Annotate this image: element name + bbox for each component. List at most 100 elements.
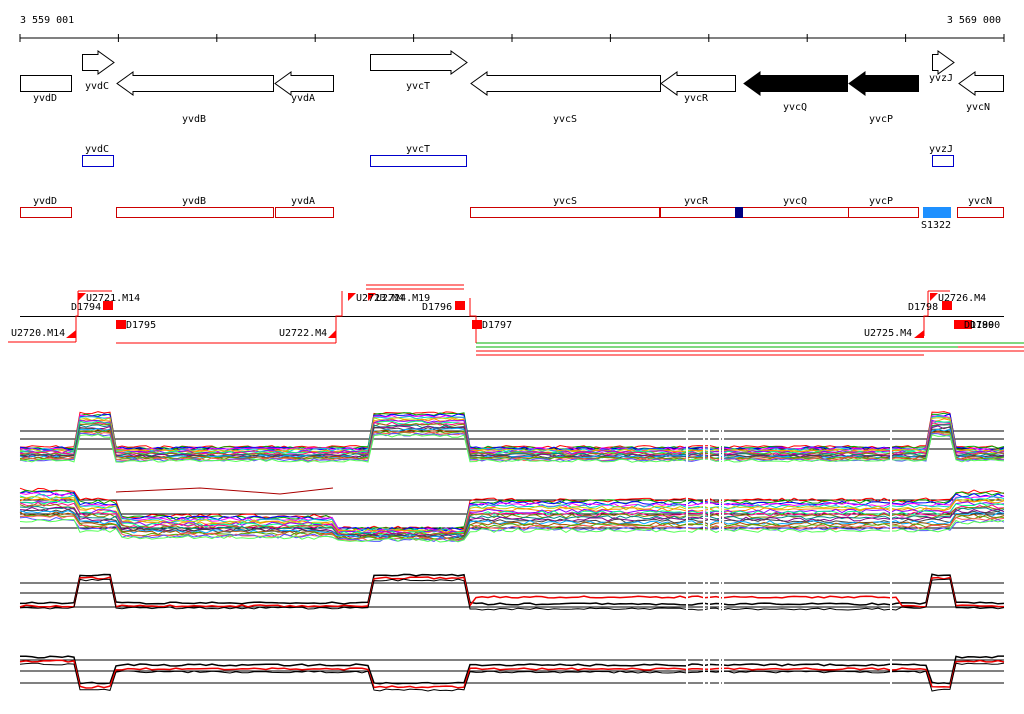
terminator-marker-D1798[interactable] — [942, 301, 952, 310]
regulatory-label-U2721: U2721.M14 — [86, 293, 140, 304]
gene-label-yvcP: yvcP — [869, 114, 893, 125]
data-gap — [719, 645, 721, 709]
red-feature-yvcS[interactable] — [470, 207, 660, 218]
gene-label-yvcN: yvcN — [966, 102, 990, 113]
promoter-marker-U2722[interactable] — [328, 330, 336, 338]
expression-trace — [19, 516, 1005, 543]
red-feature-yvcP[interactable] — [848, 207, 919, 218]
expression-trace — [19, 492, 1005, 533]
blue-feature-yvdC[interactable] — [82, 155, 114, 167]
gene-label-yvcQ: yvcQ — [783, 102, 807, 113]
regulatory-label-D1799: D1799 — [964, 320, 994, 331]
terminator-marker-D1795[interactable] — [116, 320, 126, 329]
end-coordinate: 3 569 000 — [947, 15, 1001, 26]
expression-trace — [20, 655, 1004, 685]
expression-trace — [19, 573, 1005, 606]
promoter-marker-U2723[interactable] — [348, 293, 356, 301]
regulatory-label-D1794: D1794 — [71, 302, 101, 313]
data-gap — [722, 485, 724, 549]
special-feature-block[interactable] — [923, 207, 951, 218]
expression-trace — [19, 419, 1005, 455]
blue-feature-label-yvzJ: yvzJ — [929, 144, 953, 155]
navy-marker[interactable] — [735, 207, 743, 218]
gene-label-yvcS: yvcS — [553, 114, 577, 125]
red-feature-yvcN[interactable] — [957, 207, 1004, 218]
promoter-marker-U2725[interactable] — [914, 330, 924, 338]
gene-arrow-yvcP[interactable] — [848, 71, 919, 96]
data-gap — [686, 565, 688, 629]
gene-arrow-yvdA[interactable] — [274, 71, 334, 96]
regulatory-label-D1795: D1795 — [126, 320, 156, 331]
red-feature-label-yvcR: yvcR — [684, 196, 709, 207]
expression-panel — [19, 645, 1005, 709]
red-feature-track: yvdD yvdB yvdA yvcS yvcR yvcQ yvcP yvcN … — [20, 196, 1004, 231]
terminator-marker-D1797[interactable] — [472, 320, 482, 329]
expression-panel — [19, 565, 1005, 629]
data-gap — [703, 565, 705, 629]
data-gap — [890, 485, 892, 549]
gene-label-yvdC: yvdC — [85, 81, 109, 92]
regulatory-label-D1796: D1796 — [422, 302, 452, 313]
red-feature-yvcQ[interactable] — [735, 207, 849, 218]
gene-arrow-yvzJ[interactable] — [932, 50, 955, 75]
gene-arrow-yvdC[interactable] — [82, 50, 115, 75]
gene-label-yvcR: yvcR — [684, 93, 709, 104]
regulatory-label-D1797: D1797 — [482, 320, 512, 331]
gene-arrow-yvdB[interactable] — [116, 71, 274, 96]
expression-trace — [115, 487, 334, 495]
data-gap — [686, 485, 688, 549]
regulatory-label-U2725: U2725.M4 — [864, 328, 912, 339]
blue-feature-label-yvcT: yvcT — [406, 144, 430, 155]
terminator-marker-D1799[interactable] — [954, 320, 964, 329]
gene-label-yvdA: yvdA — [291, 93, 315, 104]
regulatory-label-U2722: U2722.M4 — [279, 328, 327, 339]
gene-arrow-yvcN[interactable] — [958, 71, 1004, 96]
gene-arrow-yvdD[interactable] — [20, 75, 72, 92]
coordinate-ruler: 3 559 001 3 569 000 — [19, 15, 1005, 42]
regulatory-label-U2724: U2724.M19 — [376, 293, 430, 304]
expression-trace — [19, 659, 1005, 689]
blue-feature-yvzJ[interactable] — [932, 155, 954, 167]
data-gap — [722, 565, 724, 629]
promoter-marker-U2726[interactable] — [930, 293, 938, 301]
regulatory-label-D1800: D1800 — [970, 320, 1000, 331]
red-feature-label-yvcS: yvcS — [553, 196, 577, 207]
gene-arrow-yvcR[interactable] — [660, 71, 736, 96]
expression-trace — [19, 508, 1005, 539]
expression-trace — [19, 487, 1005, 531]
expression-trace — [19, 413, 1005, 451]
start-coordinate: 3 559 001 — [20, 15, 74, 26]
expression-trace — [19, 433, 1005, 463]
data-gap — [890, 645, 892, 709]
gene-arrow-yvcS[interactable] — [470, 71, 661, 96]
promoter-marker-U2724[interactable] — [368, 293, 376, 301]
terminator-marker-D1800[interactable] — [962, 320, 972, 329]
expression-trace — [19, 576, 1005, 608]
red-feature-label-yvdD: yvdD — [33, 196, 57, 207]
gene-arrow-yvcQ[interactable] — [743, 71, 848, 96]
expression-trace — [19, 411, 1005, 450]
regulatory-label-D1798: D1798 — [908, 302, 938, 313]
terminator-marker-D1794[interactable] — [103, 301, 113, 310]
data-gap — [708, 405, 710, 469]
blue-feature-yvcT[interactable] — [370, 155, 467, 167]
gene-label-yvdB: yvdB — [182, 114, 206, 125]
blue-feature-label-yvdC: yvdC — [85, 144, 109, 155]
red-feature-yvdA[interactable] — [275, 207, 334, 218]
gene-arrow-yvcT[interactable] — [370, 50, 468, 75]
gene-annotation-track: yvdD yvdC yvdB yvdA yvcT yvcS yvcR yvcQ … — [20, 50, 1004, 125]
terminator-marker-D1796[interactable] — [455, 301, 465, 310]
data-gap — [708, 485, 710, 549]
promoter-marker-U2720[interactable] — [66, 330, 76, 338]
red-feature-yvcR[interactable] — [660, 207, 736, 218]
promoter-marker-U2721[interactable] — [78, 293, 86, 301]
red-feature-yvdD[interactable] — [20, 207, 72, 218]
data-gap — [719, 485, 721, 549]
gene-label-yvdD: yvdD — [33, 93, 57, 104]
regulatory-label-U2726: U2726.M4 — [938, 293, 986, 304]
expression-panel — [19, 485, 1005, 549]
expression-panel — [19, 405, 1005, 469]
red-feature-yvdB[interactable] — [116, 207, 274, 218]
red-feature-label-yvcN: yvcN — [968, 196, 992, 207]
